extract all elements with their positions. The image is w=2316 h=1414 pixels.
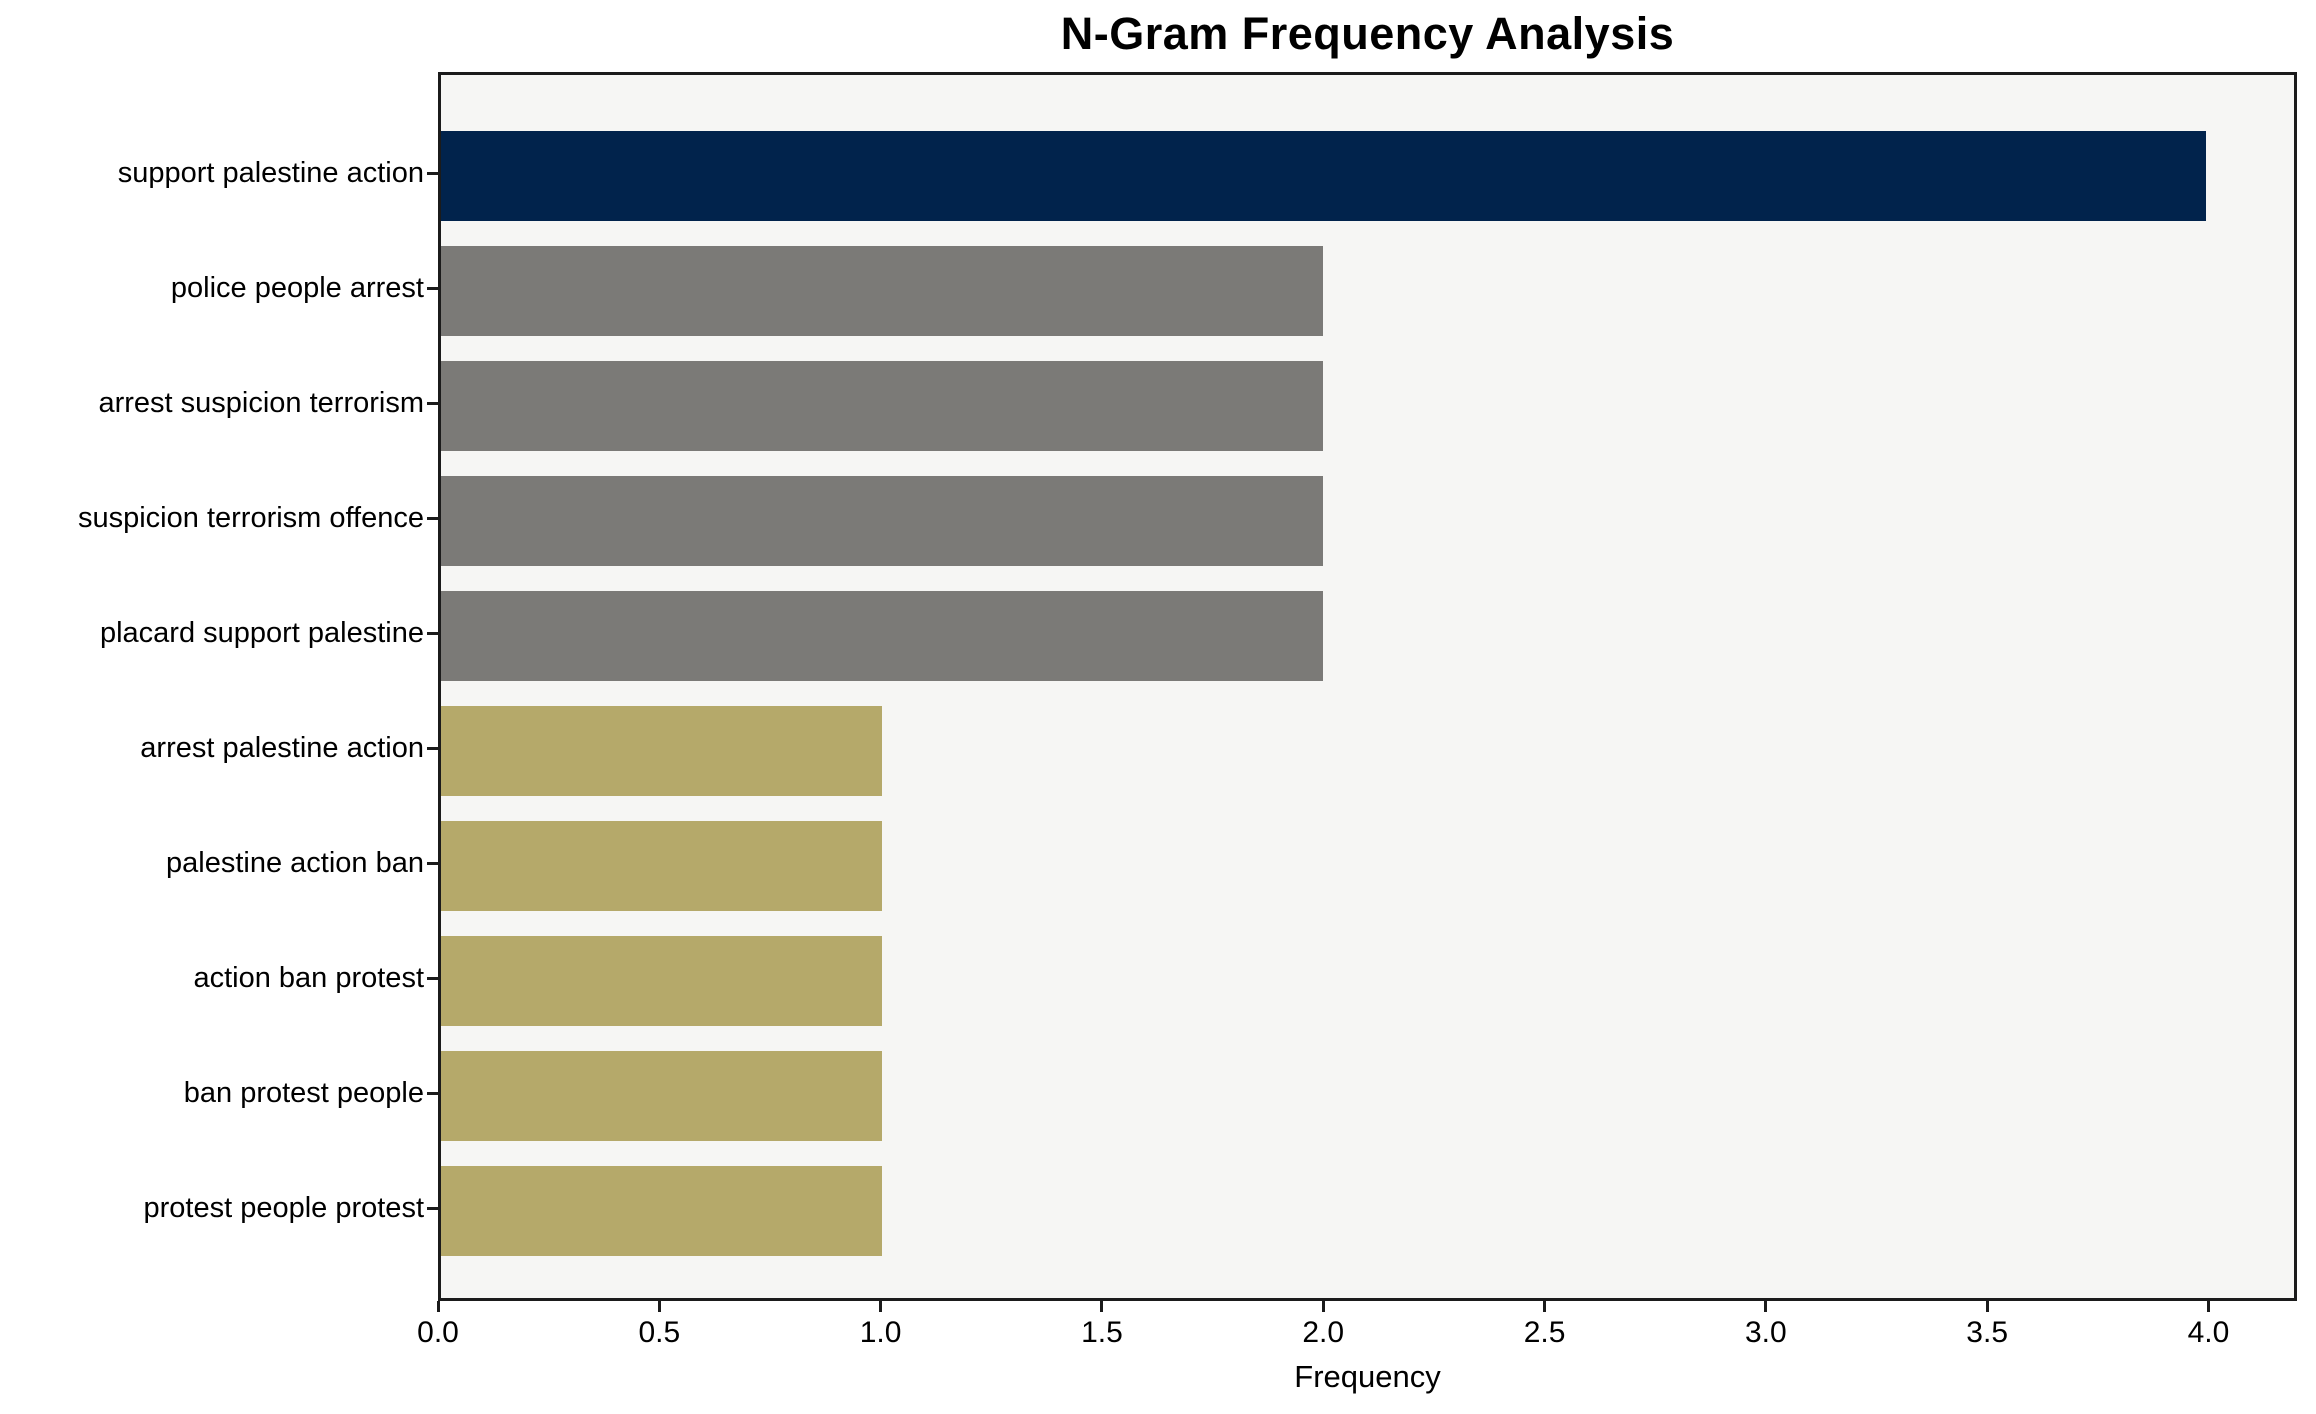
y-tick-mark: [427, 747, 438, 750]
bar-placard-support-palestine: [441, 591, 1324, 681]
y-tick-mark: [427, 172, 438, 175]
y-tick-label: arrest suspicion terrorism: [98, 387, 424, 419]
y-tick-mark: [427, 517, 438, 520]
x-tick-label: 3.5: [1966, 1316, 2009, 1349]
y-tick-mark: [427, 632, 438, 635]
x-tick-label: 2.5: [1523, 1316, 1566, 1349]
x-tick-mark: [657, 1301, 661, 1312]
x-tick-mark: [2206, 1301, 2210, 1312]
x-tick-label: 4.0: [2187, 1316, 2230, 1349]
x-tick-label: 1.5: [1081, 1316, 1123, 1349]
x-tick-label: 3.0: [1744, 1316, 1787, 1349]
y-tick-mark: [427, 287, 438, 290]
bar-palestine-action-ban: [441, 821, 883, 911]
bar-arrest-palestine-action: [441, 706, 883, 796]
y-tick-mark: [427, 977, 438, 980]
y-tick-mark: [427, 402, 438, 405]
y-tick-label: palestine action ban: [166, 847, 424, 879]
y-tick-label: ban protest people: [183, 1077, 424, 1109]
x-tick-mark: [436, 1301, 440, 1312]
x-tick-mark: [1543, 1301, 1547, 1312]
y-tick-mark: [427, 1092, 438, 1095]
x-tick-mark: [1321, 1301, 1325, 1312]
y-tick-label: action ban protest: [193, 962, 424, 994]
bar-support-palestine-action: [441, 131, 2206, 221]
y-tick-mark: [427, 862, 438, 865]
bar-suspicion-terrorism-offence: [441, 476, 1324, 566]
x-tick-label: 1.0: [859, 1316, 902, 1349]
x-tick-label: 0.0: [417, 1316, 459, 1349]
x-tick-mark: [1764, 1301, 1768, 1312]
y-tick-label: suspicion terrorism offence: [77, 502, 424, 534]
bar-protest-people-protest: [441, 1166, 883, 1256]
x-tick-label: 2.0: [1302, 1316, 1345, 1349]
y-tick-label: arrest palestine action: [140, 732, 424, 764]
y-tick-label: protest people protest: [143, 1192, 424, 1224]
y-tick-mark: [427, 1207, 438, 1210]
bar-ban-protest-people: [441, 1051, 883, 1141]
x-tick-label: 0.5: [638, 1316, 681, 1349]
x-tick-mark: [1985, 1301, 1989, 1312]
y-tick-label: placard support palestine: [99, 617, 424, 649]
x-axis-label: Frequency: [1294, 1359, 1441, 1394]
bar-police-people-arrest: [441, 246, 1324, 336]
plot-area: [438, 72, 2297, 1301]
x-tick-mark: [1100, 1301, 1104, 1312]
y-tick-label: police people arrest: [170, 272, 424, 304]
bar-arrest-suspicion-terrorism: [441, 361, 1324, 451]
bar-action-ban-protest: [441, 936, 883, 1026]
x-tick-mark: [879, 1301, 883, 1312]
y-tick-label: support palestine action: [117, 157, 424, 189]
chart-title: N-Gram Frequency Analysis: [1060, 8, 1675, 59]
